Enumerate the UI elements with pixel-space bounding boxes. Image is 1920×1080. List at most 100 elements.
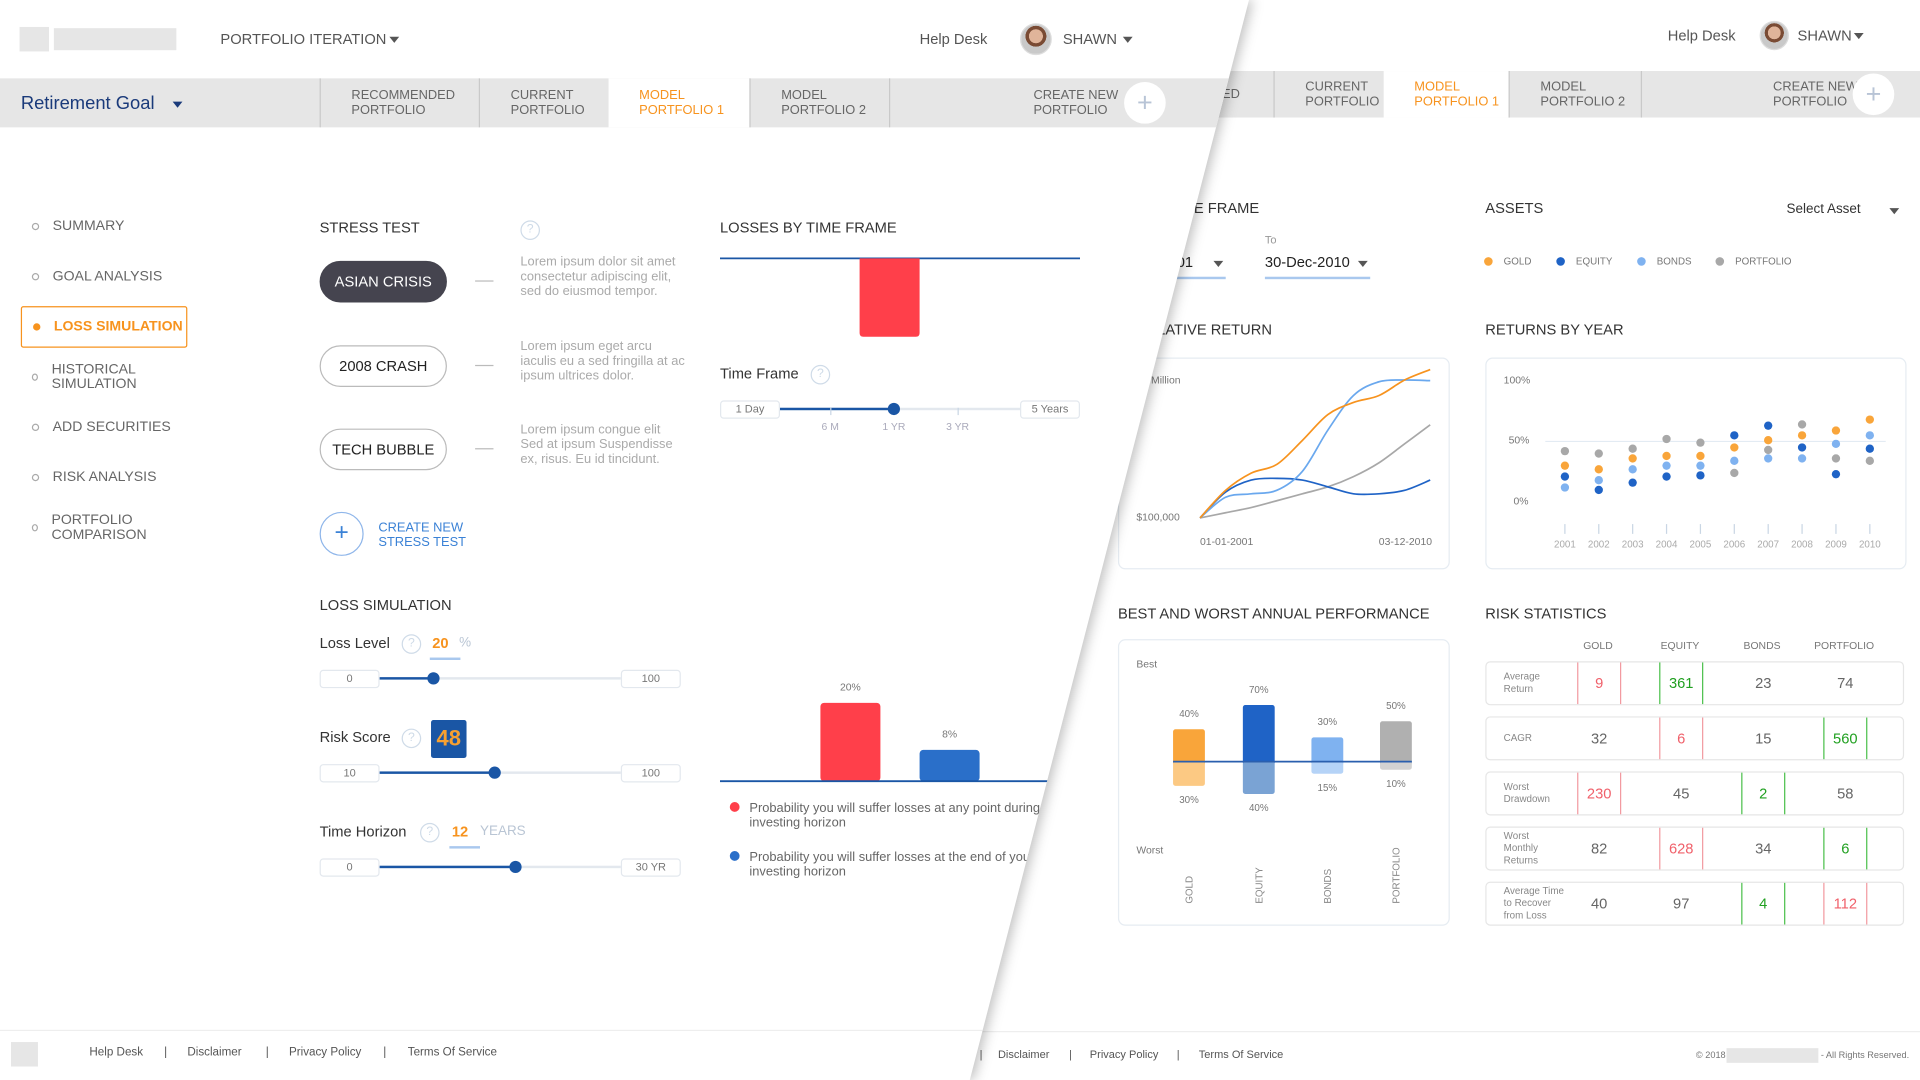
help-icon[interactable]: ?: [420, 822, 440, 843]
tab-ed[interactable]: ED: [1222, 86, 1240, 102]
logo-wordmark: [53, 28, 177, 51]
goal-selector[interactable]: Retirement Goal: [20, 93, 155, 114]
tab-create-new-portfolio[interactable]: CREATE NEW PORTFOLIO: [888, 78, 1249, 128]
footer-link-help-desk[interactable]: Help Desk: [89, 1045, 144, 1060]
tab-create-new-portfolio[interactable]: CREATE NEW PORTFOLIO: [1640, 71, 1920, 118]
y-tick-50: 50%: [1508, 433, 1530, 446]
chevron-down-icon[interactable]: [1213, 260, 1224, 267]
add-portfolio-plus-icon[interactable]: +: [1124, 82, 1166, 124]
point-equity-2009: [1831, 469, 1841, 479]
tab-model-portfolio-2[interactable]: MODEL PORTFOLIO 2: [1508, 71, 1641, 118]
table-cell: 9: [1577, 662, 1622, 705]
chevron-down-icon[interactable]: [389, 36, 400, 43]
footer-link-terms-of-service[interactable]: Terms Of Service: [1198, 1048, 1284, 1061]
time-frame-slider-handle[interactable]: [887, 402, 901, 416]
tab-current-portfolio[interactable]: CURRENT PORTFOLIO: [1273, 71, 1383, 118]
copyright-year: © 2018: [1695, 1049, 1726, 1061]
footer-link-disclaimer[interactable]: Disclaimer: [997, 1048, 1050, 1061]
point-bonds-2007: [1764, 454, 1773, 463]
sidebar-item-loss-simulation[interactable]: LOSS SIMULATION: [20, 306, 188, 348]
tab-model-portfolio-1[interactable]: MODEL PORTFOLIO 1: [608, 78, 750, 128]
loss-level-unit: %: [459, 635, 472, 651]
point-bonds-2003: [1628, 465, 1637, 474]
best-value-label: 50%: [1386, 701, 1406, 712]
sidebar-item-portfolio-comparison[interactable]: PORTFOLIO COMPARISON: [21, 507, 188, 549]
user-avatar[interactable]: [1020, 23, 1052, 56]
sidebar-item-goal-analysis[interactable]: GOAL ANALYSIS: [21, 256, 188, 298]
loss-level-slider-track[interactable]: [379, 677, 621, 680]
table-cell: 40: [1590, 895, 1608, 913]
scenario-description: Lorem ipsum congue elit Sed at ipsum Sus…: [520, 422, 673, 467]
scenario-tech-bubble-button[interactable]: TECH BUBBLE: [319, 428, 447, 471]
legend-blue-dot: [729, 851, 740, 861]
copyright-suffix: - All Rights Reserved.: [1820, 1049, 1910, 1061]
category-label: PORTFOLIO: [1392, 847, 1403, 904]
table-cell: 74: [1837, 674, 1854, 692]
user-avatar[interactable]: [1759, 20, 1789, 51]
time-horizon-slider-fill: [379, 865, 516, 869]
to-date-value[interactable]: 30-Dec-2010: [1264, 253, 1350, 271]
create-stress-test-plus-icon[interactable]: +: [319, 511, 364, 556]
scenario-2008-crash-button[interactable]: 2008 CRASH: [319, 344, 447, 387]
footer-link-privacy-policy[interactable]: Privacy Policy: [1089, 1048, 1159, 1061]
footer-link-terms-of-service[interactable]: Terms Of Service: [407, 1045, 497, 1060]
legend-label[interactable]: EQUITY: [1575, 255, 1613, 267]
y-axis-top-label: Million: [1151, 373, 1181, 386]
bullet-icon: [31, 373, 39, 381]
legend-dot-gold: [1484, 257, 1493, 266]
loss-level-min: 0: [319, 669, 380, 689]
footer-link-privacy-policy[interactable]: Privacy Policy: [288, 1045, 362, 1060]
chevron-down-icon[interactable]: [1853, 33, 1864, 40]
help-icon[interactable]: ?: [401, 728, 422, 749]
sidebar-item-add-securities[interactable]: ADD SECURITIES: [21, 407, 188, 449]
point-gold-2005: [1696, 451, 1705, 461]
returns-by-year-title: RETURNS BY YEAR: [1485, 320, 1624, 338]
help-icon[interactable]: ?: [520, 220, 541, 241]
tab-recommended-portfolio[interactable]: RECOMMENDED PORTFOLIO: [319, 78, 479, 128]
sidebar-item-historical-simulation[interactable]: HISTORICAL SIMULATION: [21, 356, 188, 398]
row-label: Average Time to Recover from Loss: [1503, 885, 1564, 921]
help-icon[interactable]: ?: [401, 634, 422, 654]
loss-level-value[interactable]: 20: [432, 634, 449, 652]
scenario-asian-crisis-button[interactable]: ASIAN CRISIS: [319, 260, 447, 303]
chevron-down-icon[interactable]: [1357, 260, 1368, 267]
legend-red-dot: [729, 802, 740, 812]
tab-current-portfolio[interactable]: CURRENT PORTFOLIO: [478, 78, 609, 128]
footer-link-disclaimer[interactable]: Disclaimer: [187, 1045, 242, 1060]
time-horizon-slider-handle[interactable]: [509, 860, 522, 874]
time-frame-slider-track[interactable]: [780, 407, 1021, 411]
chevron-down-icon[interactable]: [172, 101, 183, 108]
chevron-down-icon[interactable]: [1122, 36, 1133, 43]
slider-tick-label: 1 YR: [882, 420, 906, 433]
legend-label[interactable]: GOLD: [1503, 255, 1532, 267]
user-name[interactable]: SHAWN: [1062, 30, 1118, 48]
loss-level-slider-handle[interactable]: [427, 672, 440, 685]
sidebar-item-risk-analysis[interactable]: RISK ANALYSIS: [21, 457, 188, 499]
portfolio-iteration-menu[interactable]: PORTFOLIO ITERATION: [220, 30, 387, 48]
worst-value-label: 15%: [1318, 783, 1338, 794]
help-desk-link[interactable]: Help Desk: [1667, 26, 1736, 45]
time-horizon-value[interactable]: 12: [451, 822, 469, 841]
time-horizon-underline: [449, 846, 481, 849]
help-icon[interactable]: ?: [810, 364, 831, 385]
column-header: BONDS: [1743, 639, 1781, 652]
tab-model-portfolio-2[interactable]: MODEL PORTFOLIO 2: [749, 78, 889, 128]
create-stress-test-button[interactable]: CREATE NEW STRESS TEST: [378, 520, 467, 550]
help-desk-link[interactable]: Help Desk: [919, 30, 988, 48]
select-asset-dropdown[interactable]: Select Asset: [1786, 202, 1861, 217]
risk-score-slider-handle[interactable]: [488, 766, 501, 779]
table-row: CAGR 32 6 15 560: [1485, 716, 1905, 761]
chevron-down-icon[interactable]: [1889, 208, 1900, 215]
line-bonds: [1199, 379, 1431, 519]
legend-label[interactable]: BONDS: [1656, 255, 1692, 267]
add-portfolio-plus-icon[interactable]: +: [1852, 73, 1895, 116]
tab-model-portfolio-1[interactable]: MODEL PORTFOLIO 1: [1383, 71, 1509, 118]
point-equity-2008: [1797, 443, 1807, 452]
legend-label[interactable]: PORTFOLIO: [1735, 255, 1792, 267]
footer-separator: |: [979, 1048, 983, 1061]
user-name[interactable]: SHAWN: [1797, 26, 1852, 45]
footer-logo: [11, 1042, 38, 1067]
sidebar-item-summary[interactable]: SUMMARY: [21, 206, 188, 248]
